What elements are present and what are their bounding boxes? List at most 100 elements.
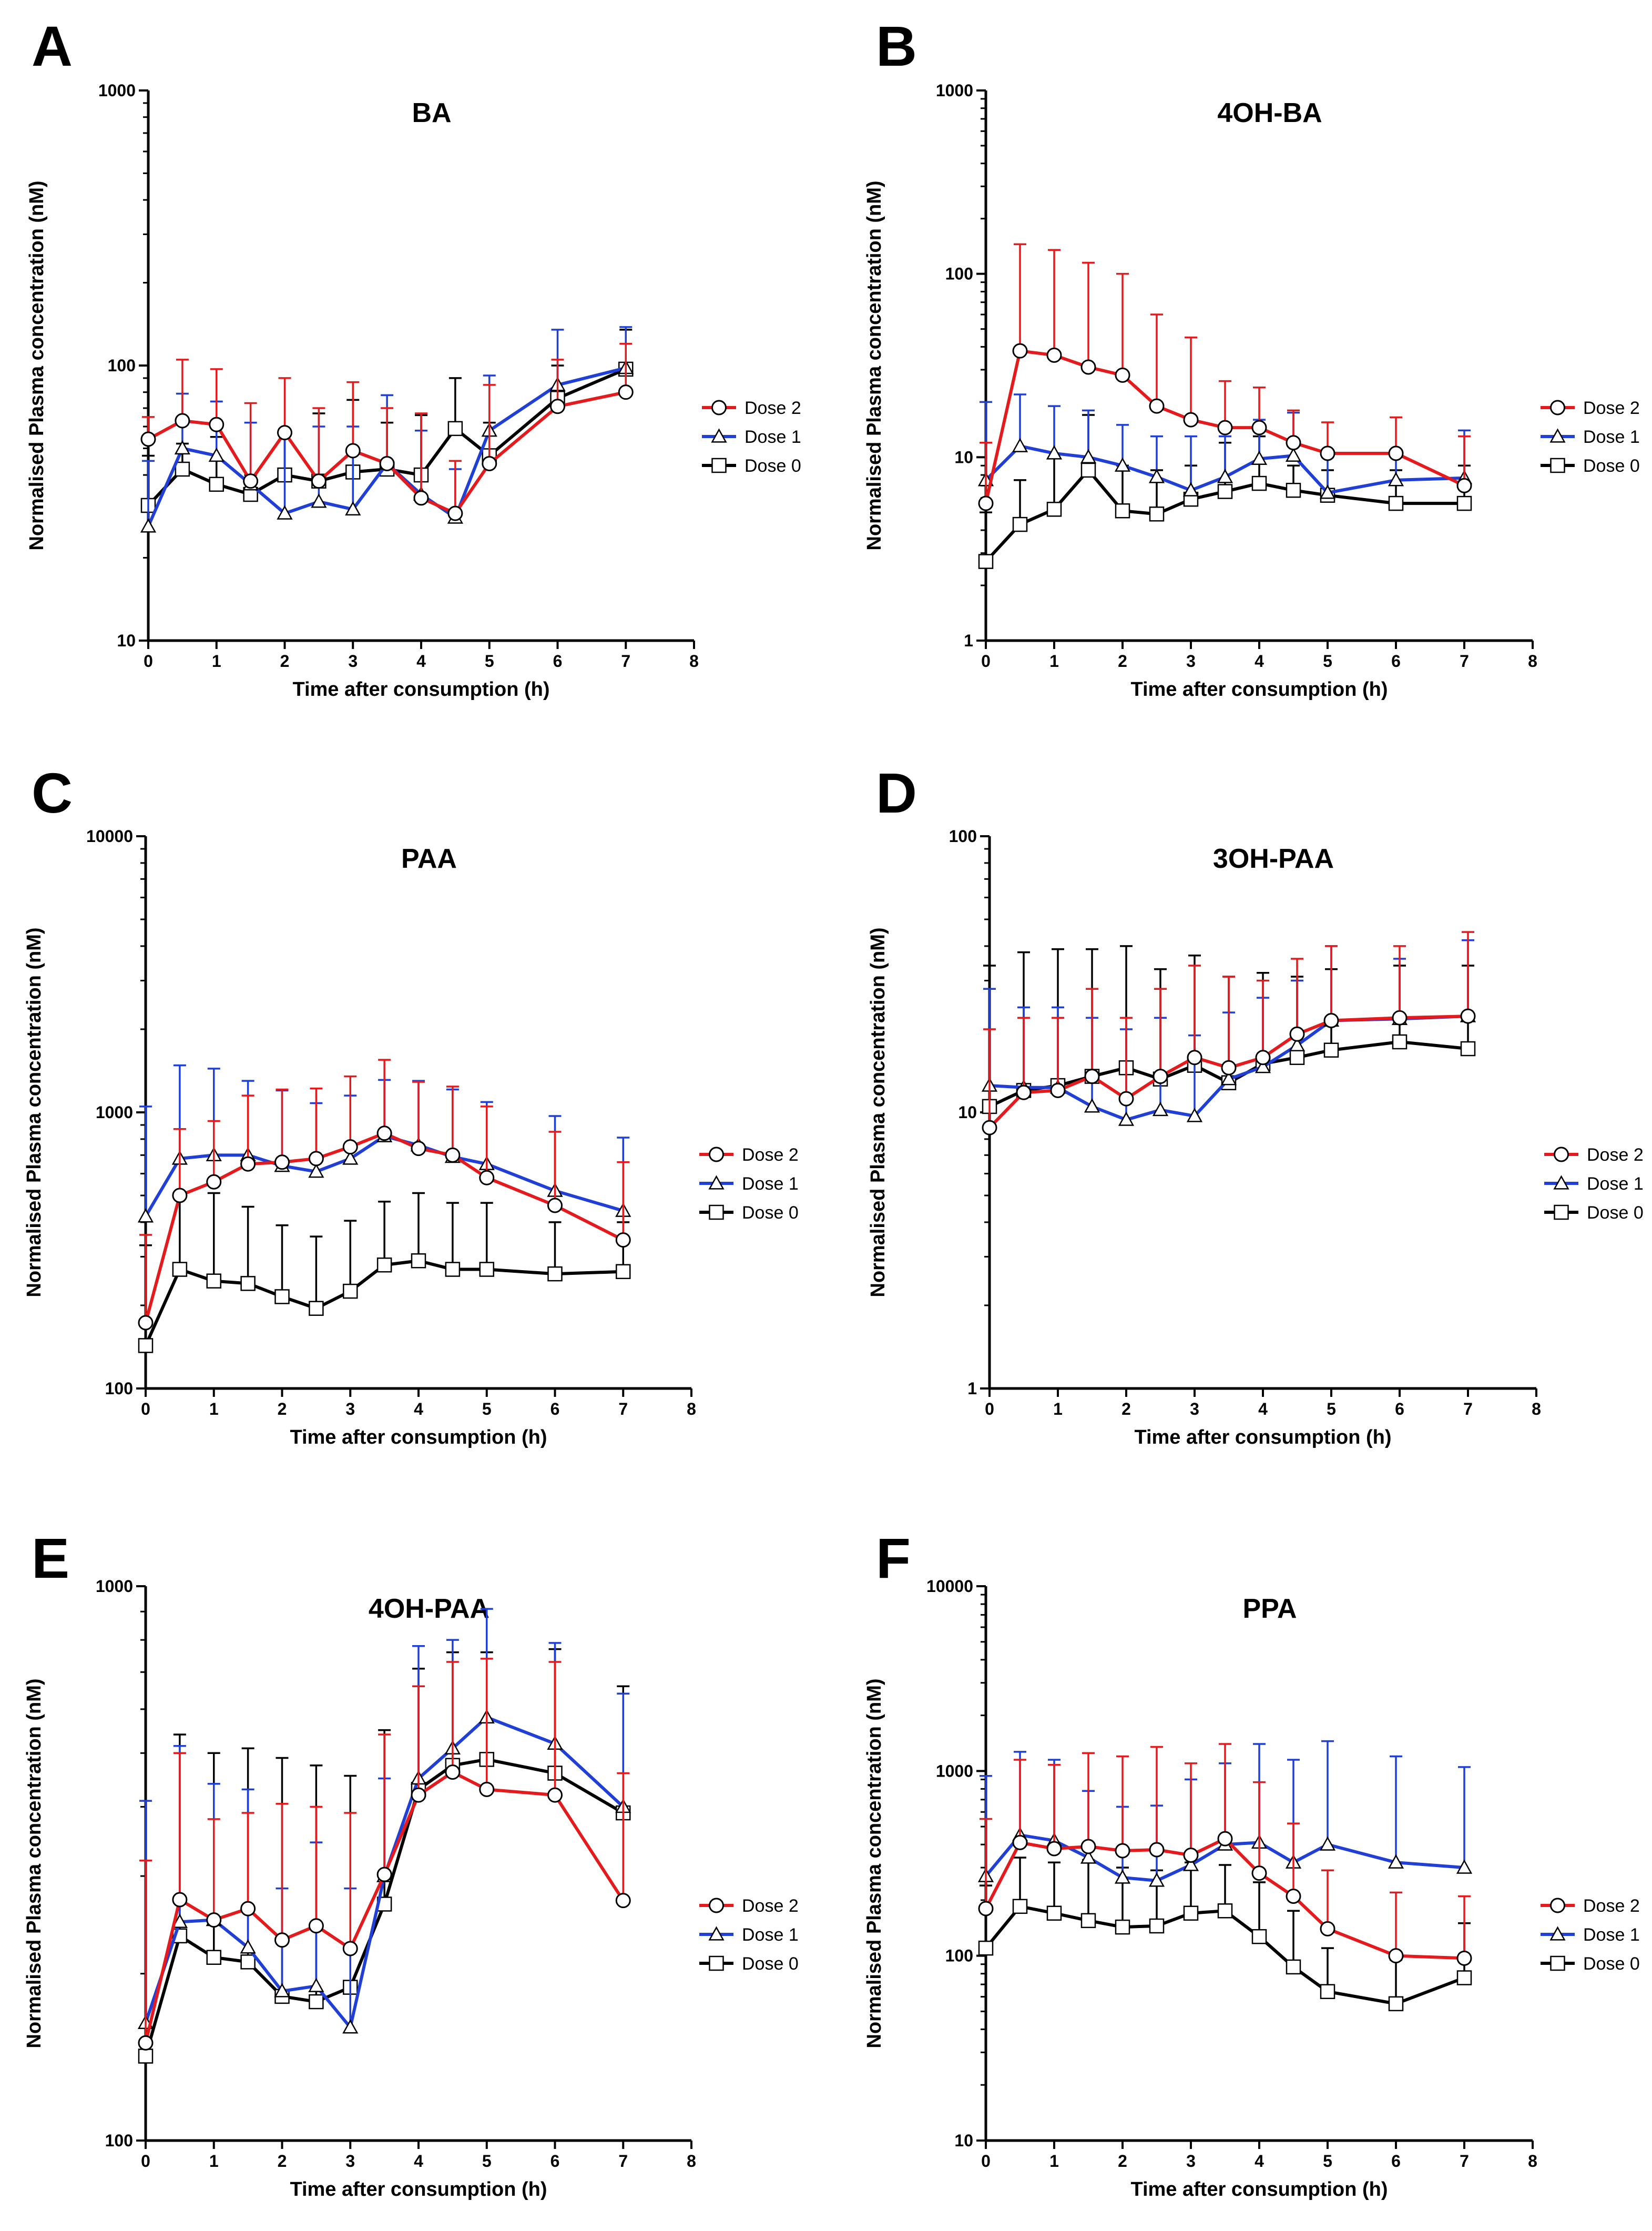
panel-c-point: [206, 1273, 221, 1289]
panel-a-ylabel: Normalised Plasma concentration (nM): [26, 180, 48, 550]
panel-d-x-tick-label: 5: [1327, 1400, 1336, 1418]
panel-d-letter: D: [876, 761, 917, 825]
panel-e-point: [138, 2035, 154, 2051]
panel-d-point: [1392, 1034, 1408, 1050]
panel-d-title: 3OH-PAA: [1213, 844, 1334, 874]
panel-d-point: [1118, 1091, 1134, 1107]
panel-d-x-tick-label: 4: [1258, 1400, 1268, 1418]
panel-e-legend-label: Dose 0: [742, 1954, 799, 1974]
panel-e-legend-label: Dose 1: [742, 1925, 799, 1945]
panel-d-point: [1255, 1050, 1271, 1066]
panel-c-series-dose-2: [138, 1059, 631, 1331]
panel-e-point: [308, 1918, 324, 1934]
panel-b-point: [1012, 438, 1028, 452]
panel-f-y-tick-label: 10000: [926, 1577, 973, 1596]
panel-c-point: [479, 1262, 494, 1277]
panel-d-x-tick-label: 2: [1121, 1400, 1131, 1418]
panel-a-point: [277, 425, 292, 441]
panel-e-point: [172, 1892, 188, 1908]
panel-f-x-tick-label: 2: [1118, 2152, 1127, 2171]
panel-c-legend-marker: [709, 1204, 724, 1220]
panel-c-legend-label: Dose 0: [742, 1203, 799, 1223]
panel-c-x-tick-label: 3: [345, 1400, 355, 1418]
panel-a-point: [618, 384, 634, 400]
panel-d-point: [1460, 1008, 1476, 1024]
panel-c-y-tick-label: 10000: [86, 827, 133, 846]
panel-c-point: [445, 1147, 461, 1163]
panel-b-point: [1080, 449, 1097, 463]
panel-d-point: [1050, 1082, 1066, 1098]
panel-e-title: 4OH-PAA: [369, 1594, 490, 1624]
panel-a-x-tick-label: 1: [212, 652, 221, 671]
panel-b-y-tick-label: 10: [954, 448, 973, 467]
panel-b-point: [1115, 367, 1130, 383]
panel-e-x-tick-label: 0: [141, 2152, 150, 2171]
panel-b-x-tick-label: 2: [1118, 652, 1127, 671]
panel-c-point: [445, 1262, 461, 1277]
panel-f-x-tick-label: 1: [1049, 2152, 1059, 2171]
panel-a-point: [447, 421, 463, 437]
panel-c-point: [411, 1253, 426, 1269]
panel-f-series-dose-2: [978, 1743, 1472, 1966]
panel-d-point: [1084, 1098, 1100, 1113]
panel-f-x-tick-label: 8: [1528, 2152, 1537, 2171]
panel-d-point: [1392, 1010, 1408, 1026]
panel-f-point: [1456, 1859, 1473, 1874]
panel-c-x-tick-label: 1: [209, 1400, 219, 1418]
panel-d-point: [1153, 1069, 1168, 1084]
panel-d-point: [1323, 1012, 1339, 1028]
panel-b-point: [1388, 495, 1404, 511]
panel-c-xlabel: Time after consumption (h): [290, 1426, 547, 1448]
panel-b-point: [1388, 445, 1404, 461]
panel-c-point: [616, 1264, 631, 1280]
panel-a: A BA 0 1 2 3 4 5 6 7 8 10 100 1000 Time after consumpt…: [26, 14, 801, 701]
panel-e-series-dose-2: [138, 1658, 631, 2051]
panel-a-x-tick-label: 8: [689, 652, 699, 671]
panel-d-y-tick-label: 100: [949, 827, 977, 846]
panel-a-x-tick-label: 0: [144, 652, 153, 671]
panel-a-legend: Dose 2 Dose 1 Dose 0: [702, 398, 801, 476]
panel-b-point: [1046, 347, 1062, 363]
panel-b-point: [978, 495, 994, 511]
panel-f-series-dose-0: [978, 1857, 1472, 2012]
panel-d-y-tick-label: 1: [967, 1379, 977, 1398]
panel-a-xlabel: Time after consumption (h): [292, 678, 549, 701]
panel-b-point: [1183, 412, 1199, 428]
panel-c-x-tick-label: 0: [141, 1400, 150, 1418]
panel-d-x-tick-label: 3: [1190, 1400, 1199, 1418]
panel-f-point: [1388, 1996, 1404, 2012]
panel-c-point: [206, 1174, 222, 1190]
panel-e-legend: Dose 2 Dose 1 Dose 0: [699, 1896, 799, 1974]
panel-b-point: [1251, 420, 1267, 435]
panel-f-x-tick-label: 4: [1255, 2152, 1264, 2171]
panel-a-point: [140, 431, 156, 447]
panel-c-legend-label: Dose 2: [742, 1145, 799, 1165]
panel-a-x-tick-label: 7: [621, 652, 630, 671]
panel-b-legend-label: Dose 1: [1583, 427, 1640, 447]
panel-d-point: [1289, 1050, 1305, 1065]
panel-e-point: [309, 1994, 324, 2010]
panel-f-point: [1080, 1913, 1096, 1929]
panel-f-x-tick-label: 7: [1460, 2152, 1469, 2171]
panel-d-legend-label: Dose 0: [1587, 1203, 1644, 1223]
panel-a-title: BA: [412, 98, 451, 128]
panel-c-legend-marker: [709, 1147, 724, 1162]
panel-a-point: [345, 443, 361, 459]
panel-b-legend-marker: [1549, 428, 1566, 443]
panel-a-legend-marker: [711, 428, 727, 443]
panel-e-point: [206, 1912, 222, 1928]
panel-d-point: [1460, 1041, 1476, 1057]
panel-a-y-tick-label: 1000: [98, 81, 136, 100]
panel-b-point: [1149, 506, 1165, 522]
panel-e-x-tick-label: 1: [209, 2152, 219, 2171]
panel-e-legend-marker: [709, 1955, 724, 1971]
panel-a-point: [447, 505, 463, 521]
panel-b-point: [1320, 445, 1335, 461]
panel-e-x-tick-label: 4: [414, 2152, 423, 2171]
panel-b-point: [1080, 359, 1096, 375]
panel-b-legend-marker: [1550, 458, 1565, 473]
panel-d-point: [1016, 1084, 1032, 1100]
panel-f-point: [1080, 1839, 1096, 1854]
panel-d-legend: Dose 2 Dose 1 Dose 0: [1544, 1145, 1644, 1223]
